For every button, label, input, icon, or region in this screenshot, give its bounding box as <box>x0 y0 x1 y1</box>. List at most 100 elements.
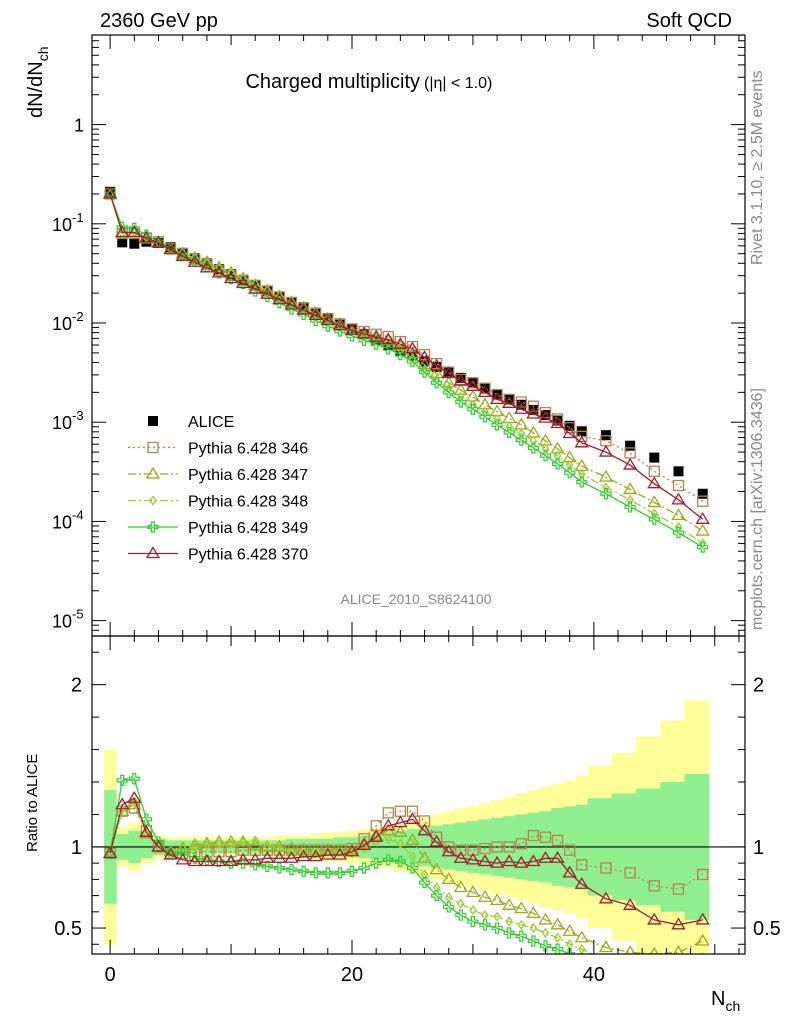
data-point <box>671 508 686 521</box>
ratio-point <box>116 774 128 786</box>
data-point <box>406 355 419 368</box>
ratio-point <box>115 797 130 810</box>
rivet-version: Rivet 3.1.10, ≥ 2.5M events <box>749 70 766 265</box>
ratio-point <box>467 844 479 856</box>
data-point <box>649 452 660 463</box>
series-line <box>109 193 704 544</box>
ratio-point <box>175 852 190 865</box>
data-point <box>356 326 372 339</box>
data-point <box>624 501 636 513</box>
y-axis-label-main: dN/dNch <box>25 47 51 119</box>
data-point <box>296 302 311 315</box>
data-point <box>489 392 505 405</box>
ratio-point <box>406 805 419 817</box>
ratio-point <box>443 901 455 913</box>
data-point <box>117 237 128 248</box>
data-point <box>553 450 562 461</box>
ratio-point <box>320 842 335 855</box>
data-point <box>322 313 333 324</box>
ratio-point <box>465 852 481 865</box>
ratio-tick-label-right: 0.5 <box>753 918 781 940</box>
data-point <box>429 358 444 371</box>
data-point <box>514 402 529 414</box>
ratio-point <box>201 846 213 858</box>
data-point <box>407 350 418 361</box>
data-point <box>275 291 284 303</box>
ratio-point <box>358 862 370 874</box>
ratio-point <box>550 851 565 863</box>
ratio-point <box>564 844 576 856</box>
ratio-point <box>285 864 298 876</box>
ratio-point <box>130 796 139 807</box>
legend-entry: Pythia 6.428 348 <box>128 494 308 511</box>
ratio-point <box>151 839 166 852</box>
ratio-point <box>211 834 227 847</box>
ratio-point <box>574 930 589 943</box>
data-point <box>165 242 176 253</box>
ratio-point <box>260 851 275 863</box>
ratio-point <box>418 877 431 889</box>
ratio-point <box>553 932 562 943</box>
data-point <box>381 332 396 345</box>
ratio-point <box>190 841 199 853</box>
data-point <box>239 273 247 284</box>
legend-label: Pythia 6.428 348 <box>188 494 308 511</box>
legend-entry: ALICE <box>148 414 234 431</box>
data-point <box>344 323 360 336</box>
legend: ALICE Pythia 6.428 346 Pythia 6.428 347 Pyt… <box>128 414 308 564</box>
ratio-point <box>248 838 263 850</box>
x-axis-label: Nch <box>711 988 740 1014</box>
main-series-5 <box>102 186 710 524</box>
ratio-point <box>465 885 481 897</box>
legend-marker <box>145 546 161 559</box>
ratio-point <box>227 838 235 849</box>
ratio-point <box>382 854 394 866</box>
ratio-point <box>527 935 539 947</box>
ratio-point <box>505 916 514 927</box>
ratio-point <box>396 838 405 849</box>
ratio-point <box>562 924 577 936</box>
data-point <box>236 276 251 289</box>
ratio-point <box>344 842 360 855</box>
ratio-point <box>577 944 586 954</box>
ratio-point <box>673 945 684 954</box>
ratio-point <box>272 851 287 863</box>
ratio-point <box>236 852 251 865</box>
data-point <box>223 271 239 284</box>
ratio-point <box>431 889 443 902</box>
ratio-point <box>251 835 260 846</box>
data-point <box>251 278 260 289</box>
legend-label: Pythia 6.428 347 <box>188 467 308 484</box>
mcplots-credit: mcplots.cern.ch [arXiv:1306.3436] <box>749 388 766 630</box>
ratio-point <box>346 865 358 877</box>
ratio-point <box>627 960 633 968</box>
data-point <box>453 382 468 395</box>
data-point <box>647 495 662 508</box>
ratio-point <box>539 940 552 952</box>
x-tick-label: 20 <box>341 964 363 986</box>
ratio-point <box>334 867 346 879</box>
ratio-point <box>417 823 432 836</box>
data-point <box>129 238 140 249</box>
ratio-point <box>562 865 577 878</box>
analysis-id: ALICE_2010_S8624100 <box>340 591 491 607</box>
data-point <box>505 421 514 432</box>
data-point <box>674 521 683 533</box>
ratio-point <box>477 889 493 902</box>
data-point <box>417 350 432 363</box>
ratio-point <box>598 940 614 953</box>
ratio-point <box>336 846 344 857</box>
data-point <box>503 426 515 438</box>
ratio-point <box>515 838 527 850</box>
ratio-tick-label-left: 2 <box>71 675 82 697</box>
data-point <box>602 482 610 493</box>
ratio-point <box>539 831 552 843</box>
data-point <box>260 286 275 299</box>
data-point <box>479 382 491 394</box>
legend-entry: Pythia 6.428 347 <box>128 466 308 484</box>
data-point <box>672 527 685 539</box>
data-point <box>334 318 345 329</box>
ratio-series-2 <box>102 797 710 954</box>
ratio-point <box>441 872 456 885</box>
ratio-point <box>551 834 564 847</box>
